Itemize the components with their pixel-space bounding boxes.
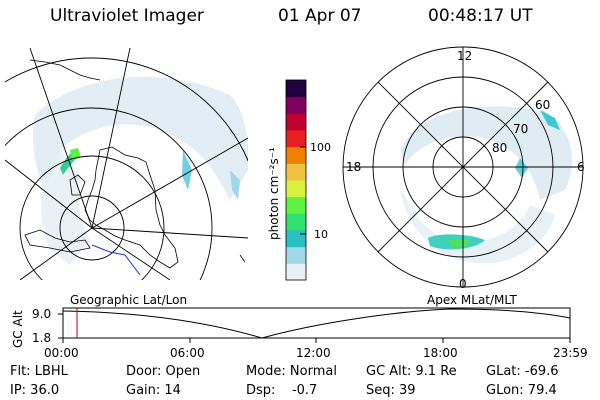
mlt-label-12: 12: [457, 49, 472, 63]
filter-info: Flt: LBHL: [10, 364, 68, 379]
colorbar-tick-100: 100: [310, 141, 331, 154]
colorbar-swatch: [286, 130, 306, 148]
colorbar-swatch: [286, 113, 306, 131]
colorbar-swatch: [286, 80, 306, 98]
glon-info: GLon: 79.4: [486, 383, 557, 398]
x-tick-0000: 00:00: [44, 346, 79, 360]
dsp-info: Dsp: -0.7: [246, 383, 318, 398]
colorbar-tick-10: 10: [314, 228, 328, 241]
coastlines: [24, 59, 246, 269]
door-info: Door: Open: [126, 364, 201, 379]
colorbar-swatch: [286, 96, 306, 114]
colorbar-swatch: [286, 246, 306, 264]
geographic-map: [5, 48, 248, 280]
timeline-axis-label: GC Alt: [11, 310, 25, 348]
mlat-label-80: 80: [492, 141, 507, 155]
terminator-line: [91, 244, 141, 276]
seq-info: Seq: 39: [366, 383, 416, 398]
gain-info: Gain: 14: [126, 383, 181, 398]
mlt-label-18: 18: [346, 160, 361, 174]
colorbar-swatch: [286, 230, 306, 248]
date-label: 01 Apr 07: [278, 6, 362, 26]
colorbar-swatch: [286, 163, 306, 181]
mlt-label-0: 0: [459, 277, 467, 291]
time-label: 00:48:17 UT: [428, 6, 533, 26]
colorbar-swatch: [286, 196, 306, 214]
lat-lon-grid: [5, 48, 248, 280]
glat-info: GLat: -69.6: [486, 364, 559, 379]
x-tick-0600: 06:00: [170, 346, 205, 360]
colorbar-swatch: [286, 213, 306, 231]
altitude-curve: [62, 308, 571, 339]
mlt-label-6: 6: [577, 160, 585, 174]
ip-info: IP: 36.0: [10, 383, 60, 398]
x-tick-1200: 12:00: [296, 346, 331, 360]
geo-panel-title: Geographic Lat/Lon: [70, 293, 187, 307]
polar-plot: 12 0 18 6 60 70 80: [342, 46, 585, 291]
gc-alt-info: GC Alt: 9.1 Re: [366, 364, 457, 379]
y-tick-1-8: 1.8: [32, 331, 51, 345]
colorbar: 100 10 photon cm⁻²s⁻¹: [267, 79, 331, 281]
auroral-emission-geo: [33, 76, 248, 265]
apex-panel-title: Apex MLat/MLT: [427, 293, 517, 307]
x-tick-2359: 23:59: [553, 346, 588, 360]
colorbar-swatch: [286, 180, 306, 198]
mlat-label-60: 60: [535, 98, 550, 112]
altitude-timeline: Geographic Lat/Lon Apex MLat/MLT GC Alt …: [11, 293, 588, 360]
instrument-title: Ultraviolet Imager: [50, 6, 204, 26]
colorbar-unit-label: photon cm⁻²s⁻¹: [267, 147, 281, 240]
auroral-emission-polar: [400, 106, 573, 264]
colorbar-swatch: [286, 263, 306, 281]
mlat-label-70: 70: [513, 122, 528, 136]
y-tick-9: 9.0: [32, 307, 51, 321]
mode-info: Mode: Normal: [246, 364, 337, 379]
colorbar-swatch: [286, 146, 306, 164]
x-tick-1800: 18:00: [423, 346, 458, 360]
